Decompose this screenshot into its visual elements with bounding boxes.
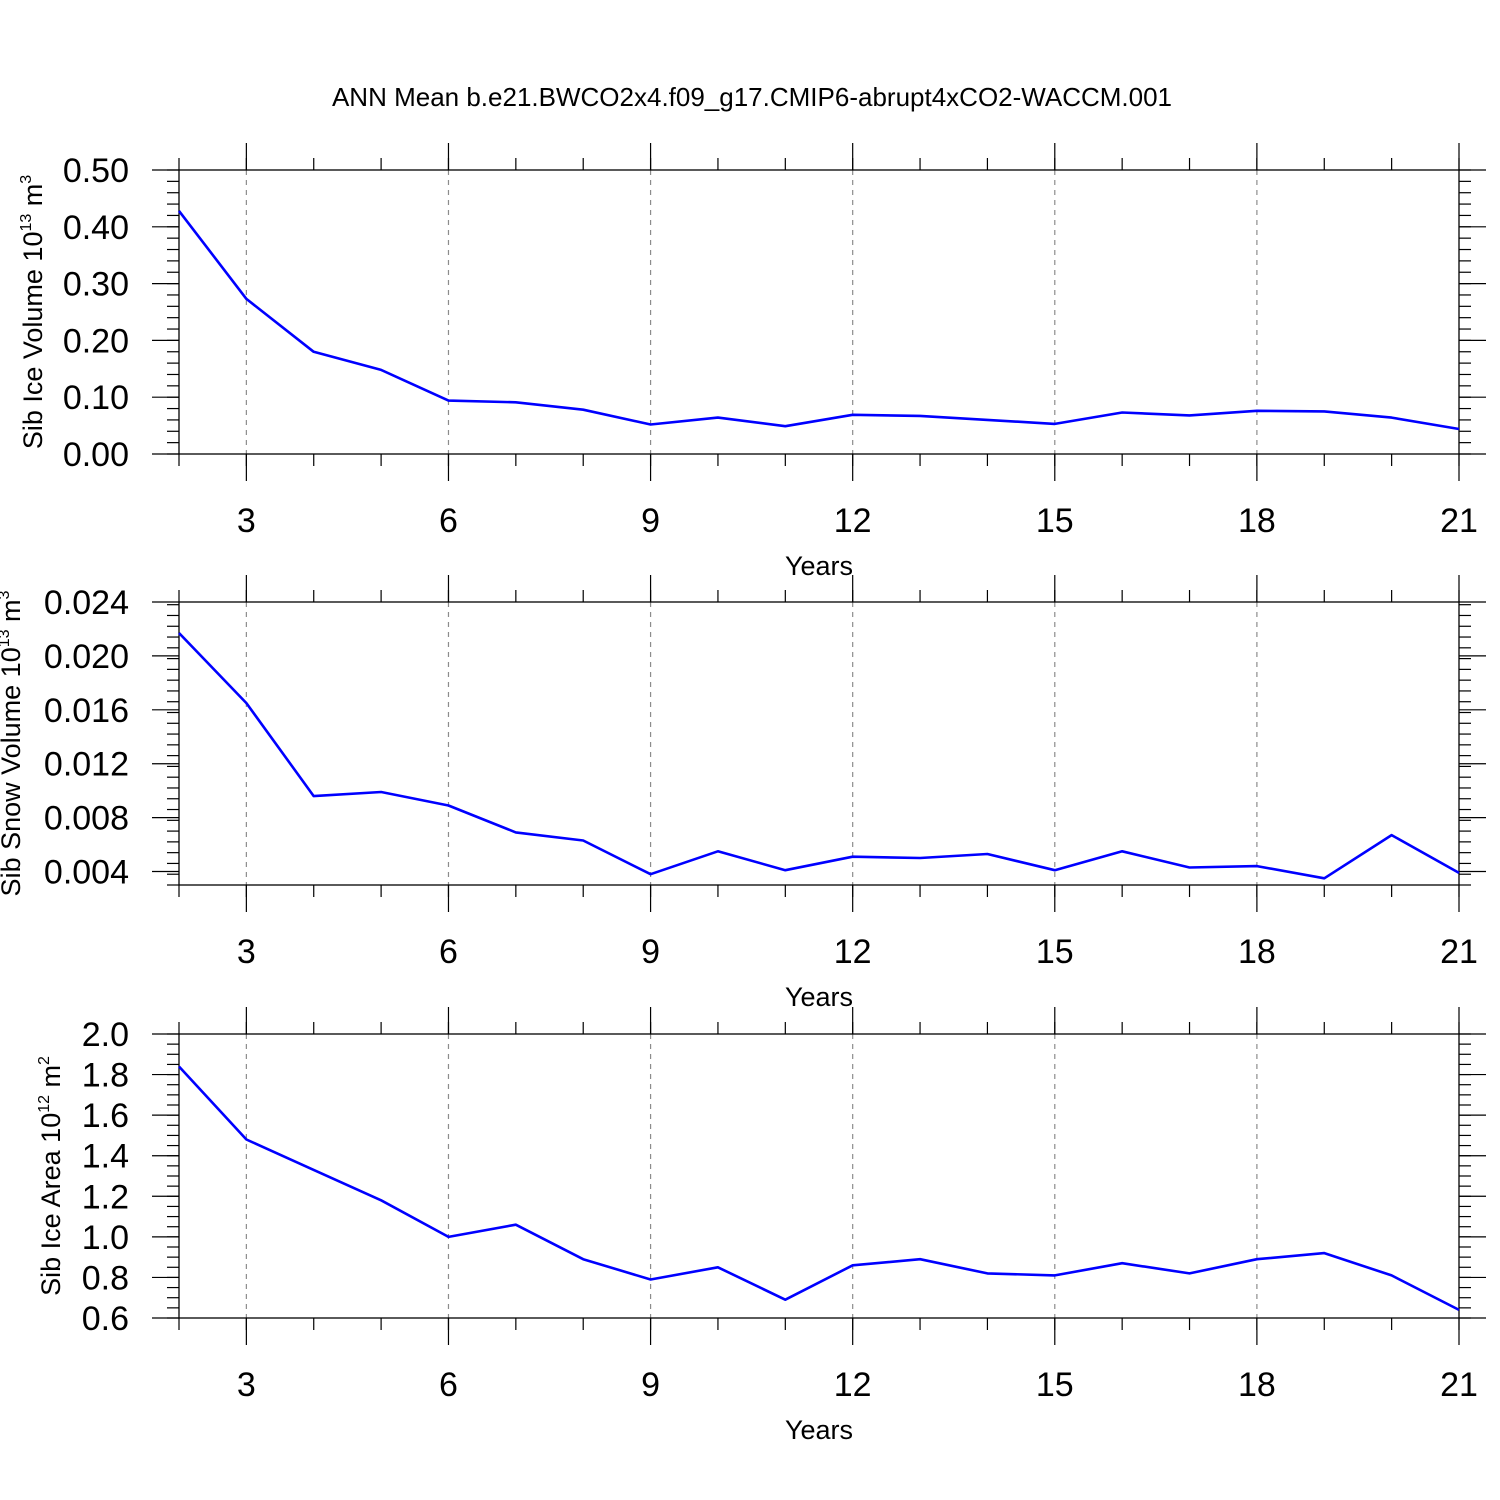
x-tick-label: 9 — [641, 1366, 660, 1404]
y-axis-label-superscript: 2 — [36, 1056, 53, 1065]
y-axis-label: Sib Ice Volume 1013 m3 — [18, 175, 48, 449]
y-tick-label: 1.2 — [82, 1178, 129, 1216]
x-tick-label: 21 — [1440, 933, 1478, 971]
x-axis-label: Years — [785, 982, 853, 1012]
x-tick-label: 18 — [1238, 502, 1276, 540]
y-axis-label-part: m — [0, 599, 26, 629]
y-tick-label: 0.020 — [44, 638, 129, 676]
y-tick-label: 1.6 — [82, 1097, 129, 1135]
y-tick-label: 0.8 — [82, 1259, 129, 1297]
y-tick-label: 0.024 — [44, 584, 129, 622]
x-tick-label: 6 — [439, 502, 458, 540]
y-axis-label-superscript: 3 — [0, 590, 13, 599]
y-tick-label: 0.10 — [63, 379, 129, 417]
y-axis-label-part: Sib Ice Area 10 — [36, 1113, 66, 1296]
x-tick-label: 3 — [237, 502, 256, 540]
y-tick-label: 0.40 — [63, 209, 129, 247]
y-axis-label-superscript: 13 — [0, 629, 13, 647]
y-tick-label: 0.008 — [44, 800, 129, 838]
plot-frame — [178, 601, 1460, 886]
y-tick-label: 0.004 — [44, 854, 129, 892]
x-tick-label: 15 — [1036, 502, 1074, 540]
y-tick-label: 0.00 — [63, 436, 129, 474]
x-tick-label: 9 — [641, 502, 660, 540]
y-axis-label-part: m — [36, 1065, 66, 1095]
y-tick-label: 0.50 — [63, 152, 129, 190]
x-tick-label: 12 — [834, 933, 872, 971]
y-axis-label-superscript: 13 — [18, 214, 35, 232]
panel-3: 0.60.81.01.21.41.61.82.0 3 6 9 12 15 18 21 Years… — [36, 1007, 1486, 1445]
y-axis-label-part: m — [18, 184, 48, 214]
data-series-line — [177, 210, 1460, 431]
x-tick-label: 12 — [834, 502, 872, 540]
y-tick-label: 0.30 — [63, 266, 129, 304]
x-tick-label: 15 — [1036, 933, 1074, 971]
x-tick-label: 12 — [834, 1366, 872, 1404]
x-tick-label: 3 — [237, 933, 256, 971]
y-tick-label: 1.4 — [82, 1138, 129, 1176]
y-tick-label: 0.20 — [63, 322, 129, 360]
y-tick-label: 0.012 — [44, 746, 129, 784]
x-tick-label: 6 — [439, 1366, 458, 1404]
y-tick-label: 0.016 — [44, 692, 129, 730]
panel-1: 0.00 0.10 0.20 0.30 0.40 0.50 3 6 9 12 15 18 21 Years… — [18, 143, 1486, 581]
x-tick-label: 3 — [237, 1366, 256, 1404]
plot-frame — [178, 169, 1460, 455]
x-tick-label: 6 — [439, 933, 458, 971]
y-axis-label-part: Sib Snow Volume 10 — [0, 647, 26, 896]
y-tick-label: 2.0 — [82, 1016, 129, 1054]
x-tick-label: 21 — [1440, 1366, 1478, 1404]
y-tick-label: 1.8 — [82, 1057, 129, 1095]
x-tick-label: 18 — [1238, 1366, 1276, 1404]
x-tick-label: 21 — [1440, 502, 1478, 540]
x-axis-label: Years — [785, 1415, 853, 1445]
y-axis-label: Sib Snow Volume 1013 m3 — [0, 590, 26, 896]
y-axis-label-superscript: 3 — [18, 175, 35, 184]
data-series-line — [178, 632, 1460, 880]
panels: 0.00 0.10 0.20 0.30 0.40 0.50 3 6 9 12 15 18 21 Years… — [0, 143, 1486, 1445]
data-series-line — [178, 1065, 1460, 1312]
x-tick-label: 15 — [1036, 1366, 1074, 1404]
panel-2: 0.004 0.008 0.012 0.016 0.020 0.024 3 6 9 12 15 18 2… — [0, 575, 1486, 1012]
x-tick-label: 18 — [1238, 933, 1276, 971]
plot-frame — [178, 1033, 1460, 1319]
y-axis-label-part: Sib Ice Volume 10 — [18, 232, 48, 450]
y-axis-label-superscript: 12 — [36, 1095, 53, 1113]
y-tick-label: 1.0 — [82, 1219, 129, 1257]
x-axis-label: Years — [785, 551, 853, 581]
x-tick-label: 9 — [641, 933, 660, 971]
y-tick-label: 0.6 — [82, 1300, 129, 1338]
figure-title: ANN Mean b.e21.BWCO2x4.f09_g17.CMIP6-abr… — [332, 82, 1172, 112]
y-axis-label: Sib Ice Area 1012 m2 — [36, 1056, 66, 1296]
